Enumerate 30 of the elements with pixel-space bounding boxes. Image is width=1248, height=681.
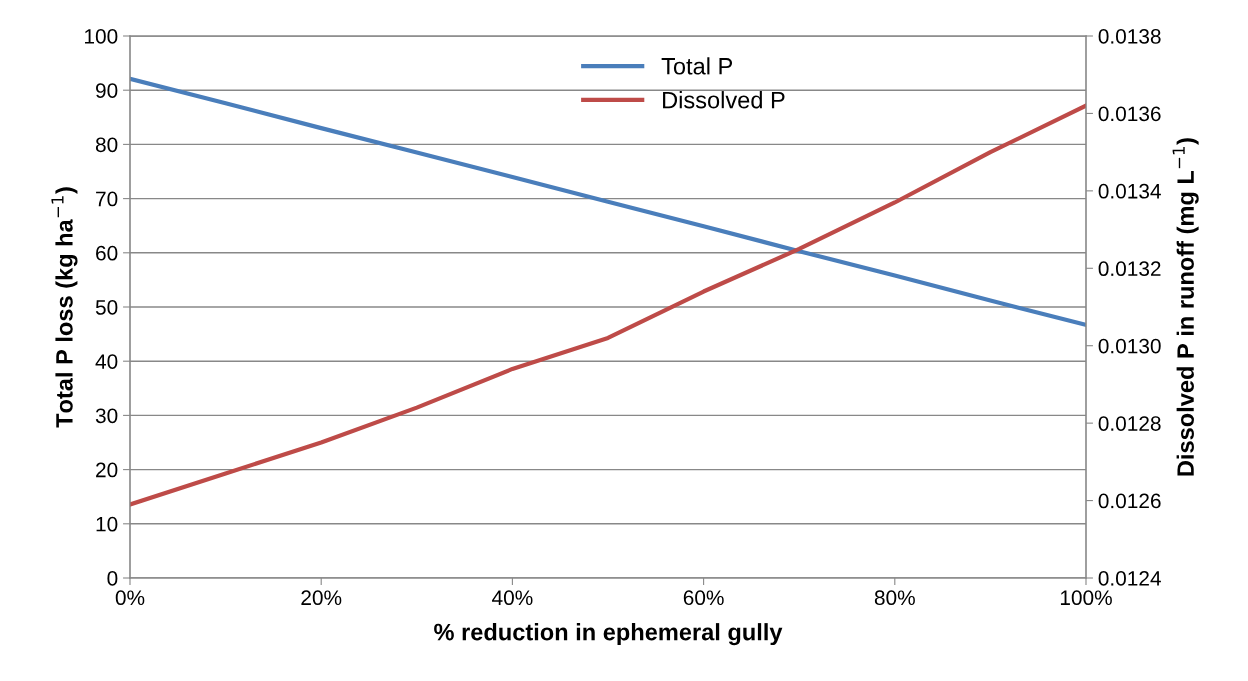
- y-tick-label: 40: [95, 354, 118, 369]
- legend-label: Total P: [661, 57, 733, 75]
- y2-tick-label: 0.0130: [1098, 338, 1161, 354]
- y-tick-label: 60: [96, 245, 118, 261]
- y2-axis-title: Dissolved P in runoff (mg L$^{−1}$): [1172, 138, 1199, 476]
- x-tick-label: 60%: [683, 590, 724, 606]
- x-axis-title: % reduction in ephemeral gully: [434, 623, 783, 646]
- y-tick-label: 90: [96, 83, 118, 98]
- x-tick-label: 80%: [874, 590, 915, 606]
- x-tick-label: 0%: [115, 590, 145, 606]
- x-tick-label: 20%: [301, 590, 342, 606]
- y-tick-label: 10: [96, 516, 118, 532]
- y2-tick-label: 0.0132: [1098, 261, 1161, 277]
- y-tick-label: 0: [107, 571, 118, 586]
- y-axis-title: Total P loss (kg ha$^{−1}$): [51, 187, 78, 428]
- y2-tick-label: 0.0138: [1098, 29, 1161, 44]
- y-tick-label: 100: [85, 29, 118, 44]
- y2-tick-label: 0.0136: [1098, 106, 1161, 122]
- y2-tick-label: 0.0128: [1098, 416, 1161, 431]
- legend-label: Dissolved P: [663, 91, 785, 109]
- x-tick-label: 100%: [1060, 590, 1112, 606]
- x-tick-label: 40%: [492, 590, 533, 606]
- y-tick-label: 20: [96, 462, 118, 478]
- y-tick-label: 70: [96, 191, 118, 207]
- y-tick-label: 50: [95, 300, 118, 315]
- y-tick-label: 80: [95, 137, 118, 153]
- y2-tick-label: 0.0124: [1098, 571, 1161, 586]
- y2-tick-label: 0.0126: [1098, 493, 1161, 509]
- y2-tick-label: 0.0134: [1098, 183, 1161, 199]
- y-tick-label: 30: [95, 408, 118, 424]
